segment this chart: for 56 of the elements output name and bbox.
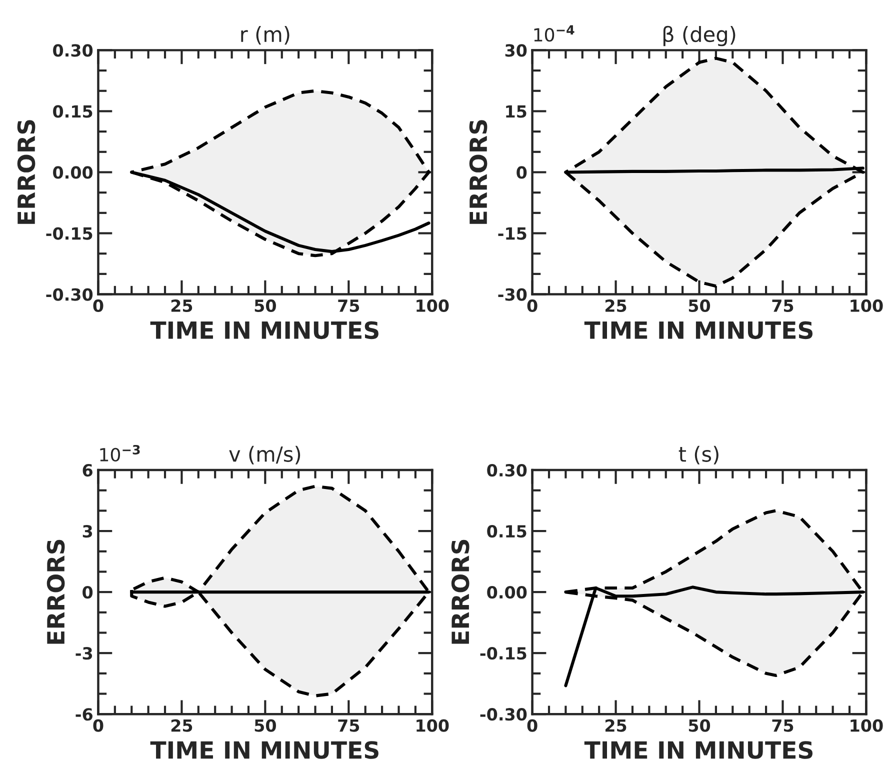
x-axis-title: TIME IN MINUTES [150, 321, 378, 340]
chart-title: v (m/s) [229, 446, 300, 464]
y-tick-label: 0.15 [487, 524, 526, 538]
x-tick-label: 75 [338, 719, 360, 732]
x-tick-label: 0 [527, 299, 538, 312]
chart-title: β (deg) [663, 26, 736, 46]
y-tick-label: 0.30 [53, 44, 93, 57]
y-tick-label: 0.15 [53, 105, 92, 118]
y-tick-label: 0.00 [53, 166, 93, 179]
y-tick-label: 0.00 [487, 586, 527, 599]
y-tick-label: -0.30 [480, 708, 527, 721]
x-tick-label: 100 [850, 719, 883, 732]
x-tick-label: 50 [688, 299, 710, 312]
x-tick-label: 75 [772, 300, 794, 312]
y-tick-label: 0.30 [487, 464, 527, 477]
x-tick-label: 100 [416, 719, 449, 732]
x-tick-label: 75 [338, 300, 360, 312]
y-tick-label: -6 [76, 708, 92, 721]
x-tick-label: 25 [171, 719, 192, 732]
x-tick-label: 0 [93, 299, 104, 312]
x-tick-label: 50 [254, 719, 276, 732]
x-tick-label: 75 [772, 719, 794, 732]
x-tick-label: 25 [606, 719, 626, 732]
y-tick-label: -0.15 [46, 227, 92, 240]
x-tick-label: 25 [171, 299, 192, 312]
y-axis-title: ERRORS [469, 120, 488, 224]
x-tick-label: 25 [606, 299, 626, 312]
x-tick-label: 100 [416, 299, 449, 312]
y-axis-title: ERRORS [46, 540, 65, 644]
chart-title: t (s) [678, 446, 718, 464]
chart-title: r (m) [241, 26, 290, 45]
x-tick-label: 50 [688, 719, 710, 732]
x-axis-title: TIME IN MINUTES [584, 741, 813, 759]
x-tick-label: 0 [527, 719, 538, 732]
text: 10$^{−4}$ [534, 25, 574, 42]
y-tick-label: 0 [82, 586, 93, 599]
text: 10$^{−3}$ [100, 444, 140, 462]
line-series [130, 170, 430, 254]
y-tick-label: -15 [498, 227, 526, 240]
y-tick-label: 3 [82, 524, 92, 538]
y-axis-title: ERRORS [451, 540, 470, 644]
y-tick-label: 6 [82, 464, 92, 477]
x-axis-title: TIME IN MINUTES [150, 741, 378, 759]
y-tick-label: 0 [516, 166, 527, 179]
y-axis-title: ERRORS [17, 120, 36, 224]
y-tick-label: 30 [505, 44, 527, 57]
y-tick-label: -0.15 [480, 647, 526, 660]
x-tick-label: 50 [254, 299, 276, 312]
y-tick-label: -0.30 [46, 288, 93, 301]
x-tick-label: 100 [850, 299, 883, 312]
y-tick-label: -3 [76, 647, 92, 660]
y-tick-label: -30 [498, 288, 527, 301]
y-tick-label: 15 [506, 105, 526, 118]
line-series [564, 586, 864, 688]
x-tick-label: 0 [93, 719, 104, 732]
x-axis-title: TIME IN MINUTES [584, 321, 813, 340]
